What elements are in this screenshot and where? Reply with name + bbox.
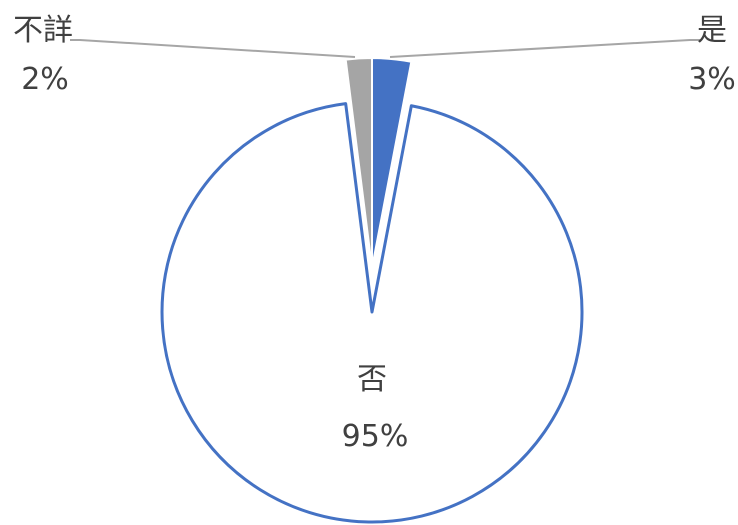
slice-value-buxiang: 2%: [21, 62, 69, 97]
leader-line-buxiang: [70, 39, 356, 58]
labels-layer: 是 3% 否 95% 不詳 2%: [13, 13, 736, 454]
leader-lines: [70, 39, 700, 58]
slice-value-shi: 3%: [688, 62, 736, 97]
slice-label-fou: 否: [357, 362, 387, 397]
slice-label-shi: 是: [697, 13, 727, 48]
slice-buxiang: [344, 56, 373, 269]
leader-line-shi: [389, 39, 700, 58]
slice-value-fou: 95%: [342, 419, 409, 454]
slice-label-buxiang: 不詳: [13, 13, 73, 48]
slices-layer: [160, 56, 584, 524]
slice-fou: [160, 102, 584, 524]
